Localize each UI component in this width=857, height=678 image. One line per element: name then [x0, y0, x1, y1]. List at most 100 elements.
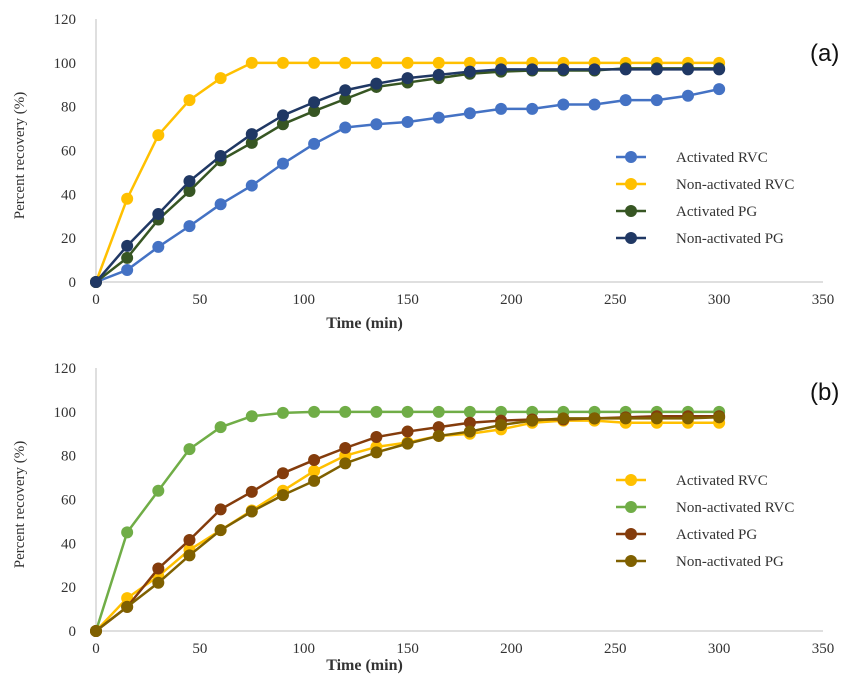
data-point	[245, 136, 258, 149]
legend-item: Non-activated RVC	[616, 500, 794, 516]
data-point	[339, 56, 352, 69]
data-point	[308, 137, 321, 150]
legend-label: Activated RVC	[676, 150, 768, 166]
data-point	[370, 405, 383, 418]
data-point	[432, 429, 445, 442]
y-tick-label: 40	[61, 536, 76, 552]
legend-label: Non-activated RVC	[676, 500, 794, 516]
data-point	[463, 416, 476, 429]
legend: Activated RVC Non-activated RVC Activated …	[616, 150, 794, 247]
x-tick-label: 250	[604, 292, 627, 308]
legend-item: Non-activated PG	[616, 554, 784, 570]
data-point	[432, 56, 445, 69]
data-point	[432, 111, 445, 124]
data-point	[619, 412, 632, 425]
legend-swatch-marker	[625, 555, 637, 567]
legend-label: Non-activated PG	[676, 231, 784, 247]
data-point	[121, 263, 134, 276]
x-tick-label: 150	[396, 641, 419, 657]
y-tick-label: 0	[69, 275, 77, 291]
data-point	[121, 251, 134, 264]
data-point	[401, 116, 414, 129]
x-tick-label: 0	[92, 292, 100, 308]
data-point	[557, 412, 570, 425]
data-point	[276, 118, 289, 131]
series-non-activated-pg	[90, 411, 726, 637]
data-point	[308, 454, 321, 467]
y-tick-label: 40	[61, 187, 76, 203]
data-point	[183, 534, 196, 547]
data-point	[245, 56, 258, 69]
y-tick-label: 60	[61, 144, 76, 160]
y-axis-title: Percent recovery (%)	[12, 92, 28, 219]
data-point	[90, 625, 102, 637]
data-point	[463, 425, 476, 438]
data-point	[183, 94, 196, 107]
data-point	[619, 94, 632, 107]
data-point	[276, 157, 289, 170]
y-axis-title: Percent recovery (%)	[12, 441, 28, 568]
data-point	[588, 412, 601, 425]
x-tick-label: 150	[396, 292, 419, 308]
legend-item: Activated RVC	[616, 150, 768, 166]
data-point	[588, 98, 601, 111]
data-point	[214, 524, 227, 537]
data-point	[245, 505, 258, 518]
x-tick-label: 100	[292, 292, 315, 308]
data-point	[121, 239, 134, 252]
data-point	[90, 276, 102, 288]
data-point	[183, 549, 196, 562]
data-point	[495, 405, 508, 418]
data-point	[214, 421, 227, 434]
y-tick-label: 100	[54, 56, 77, 72]
legend-swatch-marker	[625, 501, 637, 513]
data-point	[526, 63, 539, 76]
data-point	[681, 412, 694, 425]
data-point	[713, 63, 726, 76]
x-tick-label: 0	[92, 641, 100, 657]
y-tick-label: 80	[61, 449, 76, 465]
x-tick-label: 100	[292, 641, 315, 657]
data-point	[432, 421, 445, 434]
data-point	[214, 72, 227, 85]
data-point	[276, 467, 289, 480]
data-point	[276, 489, 289, 502]
data-point	[183, 220, 196, 233]
data-point	[619, 63, 632, 76]
chart-panel-b: 0 50 100 150 200 250 300 350 0 20 40 60 80 100 120 Time…	[12, 361, 839, 674]
data-point	[183, 175, 196, 188]
data-point	[495, 102, 508, 115]
data-point	[276, 406, 289, 419]
data-point	[713, 83, 726, 96]
data-point	[557, 98, 570, 111]
data-point	[681, 63, 694, 76]
y-tick-label: 20	[61, 231, 76, 247]
data-point	[152, 576, 165, 589]
legend-item: Non-activated PG	[616, 231, 784, 247]
data-point	[495, 63, 508, 76]
data-point	[308, 474, 321, 487]
x-tick-label: 50	[192, 641, 207, 657]
data-point	[681, 89, 694, 102]
data-point	[308, 96, 321, 109]
data-point	[370, 56, 383, 69]
legend-label: Activated PG	[676, 204, 757, 220]
data-point	[370, 118, 383, 131]
legend-label: Non-activated RVC	[676, 177, 794, 193]
data-point	[152, 240, 165, 253]
data-point	[183, 185, 196, 198]
legend-label: Non-activated PG	[676, 554, 784, 570]
legend-item: Activated RVC	[616, 473, 768, 489]
data-point	[245, 179, 258, 192]
data-point	[650, 63, 663, 76]
data-point	[339, 121, 352, 134]
data-point	[308, 105, 321, 118]
data-point	[463, 405, 476, 418]
series-activated-rvc	[90, 83, 726, 288]
data-point	[308, 405, 321, 418]
data-point	[588, 63, 601, 76]
data-point	[650, 412, 663, 425]
x-axis-title: Time (min)	[326, 657, 403, 674]
data-point	[183, 443, 196, 456]
legend-item: Activated PG	[616, 204, 757, 220]
